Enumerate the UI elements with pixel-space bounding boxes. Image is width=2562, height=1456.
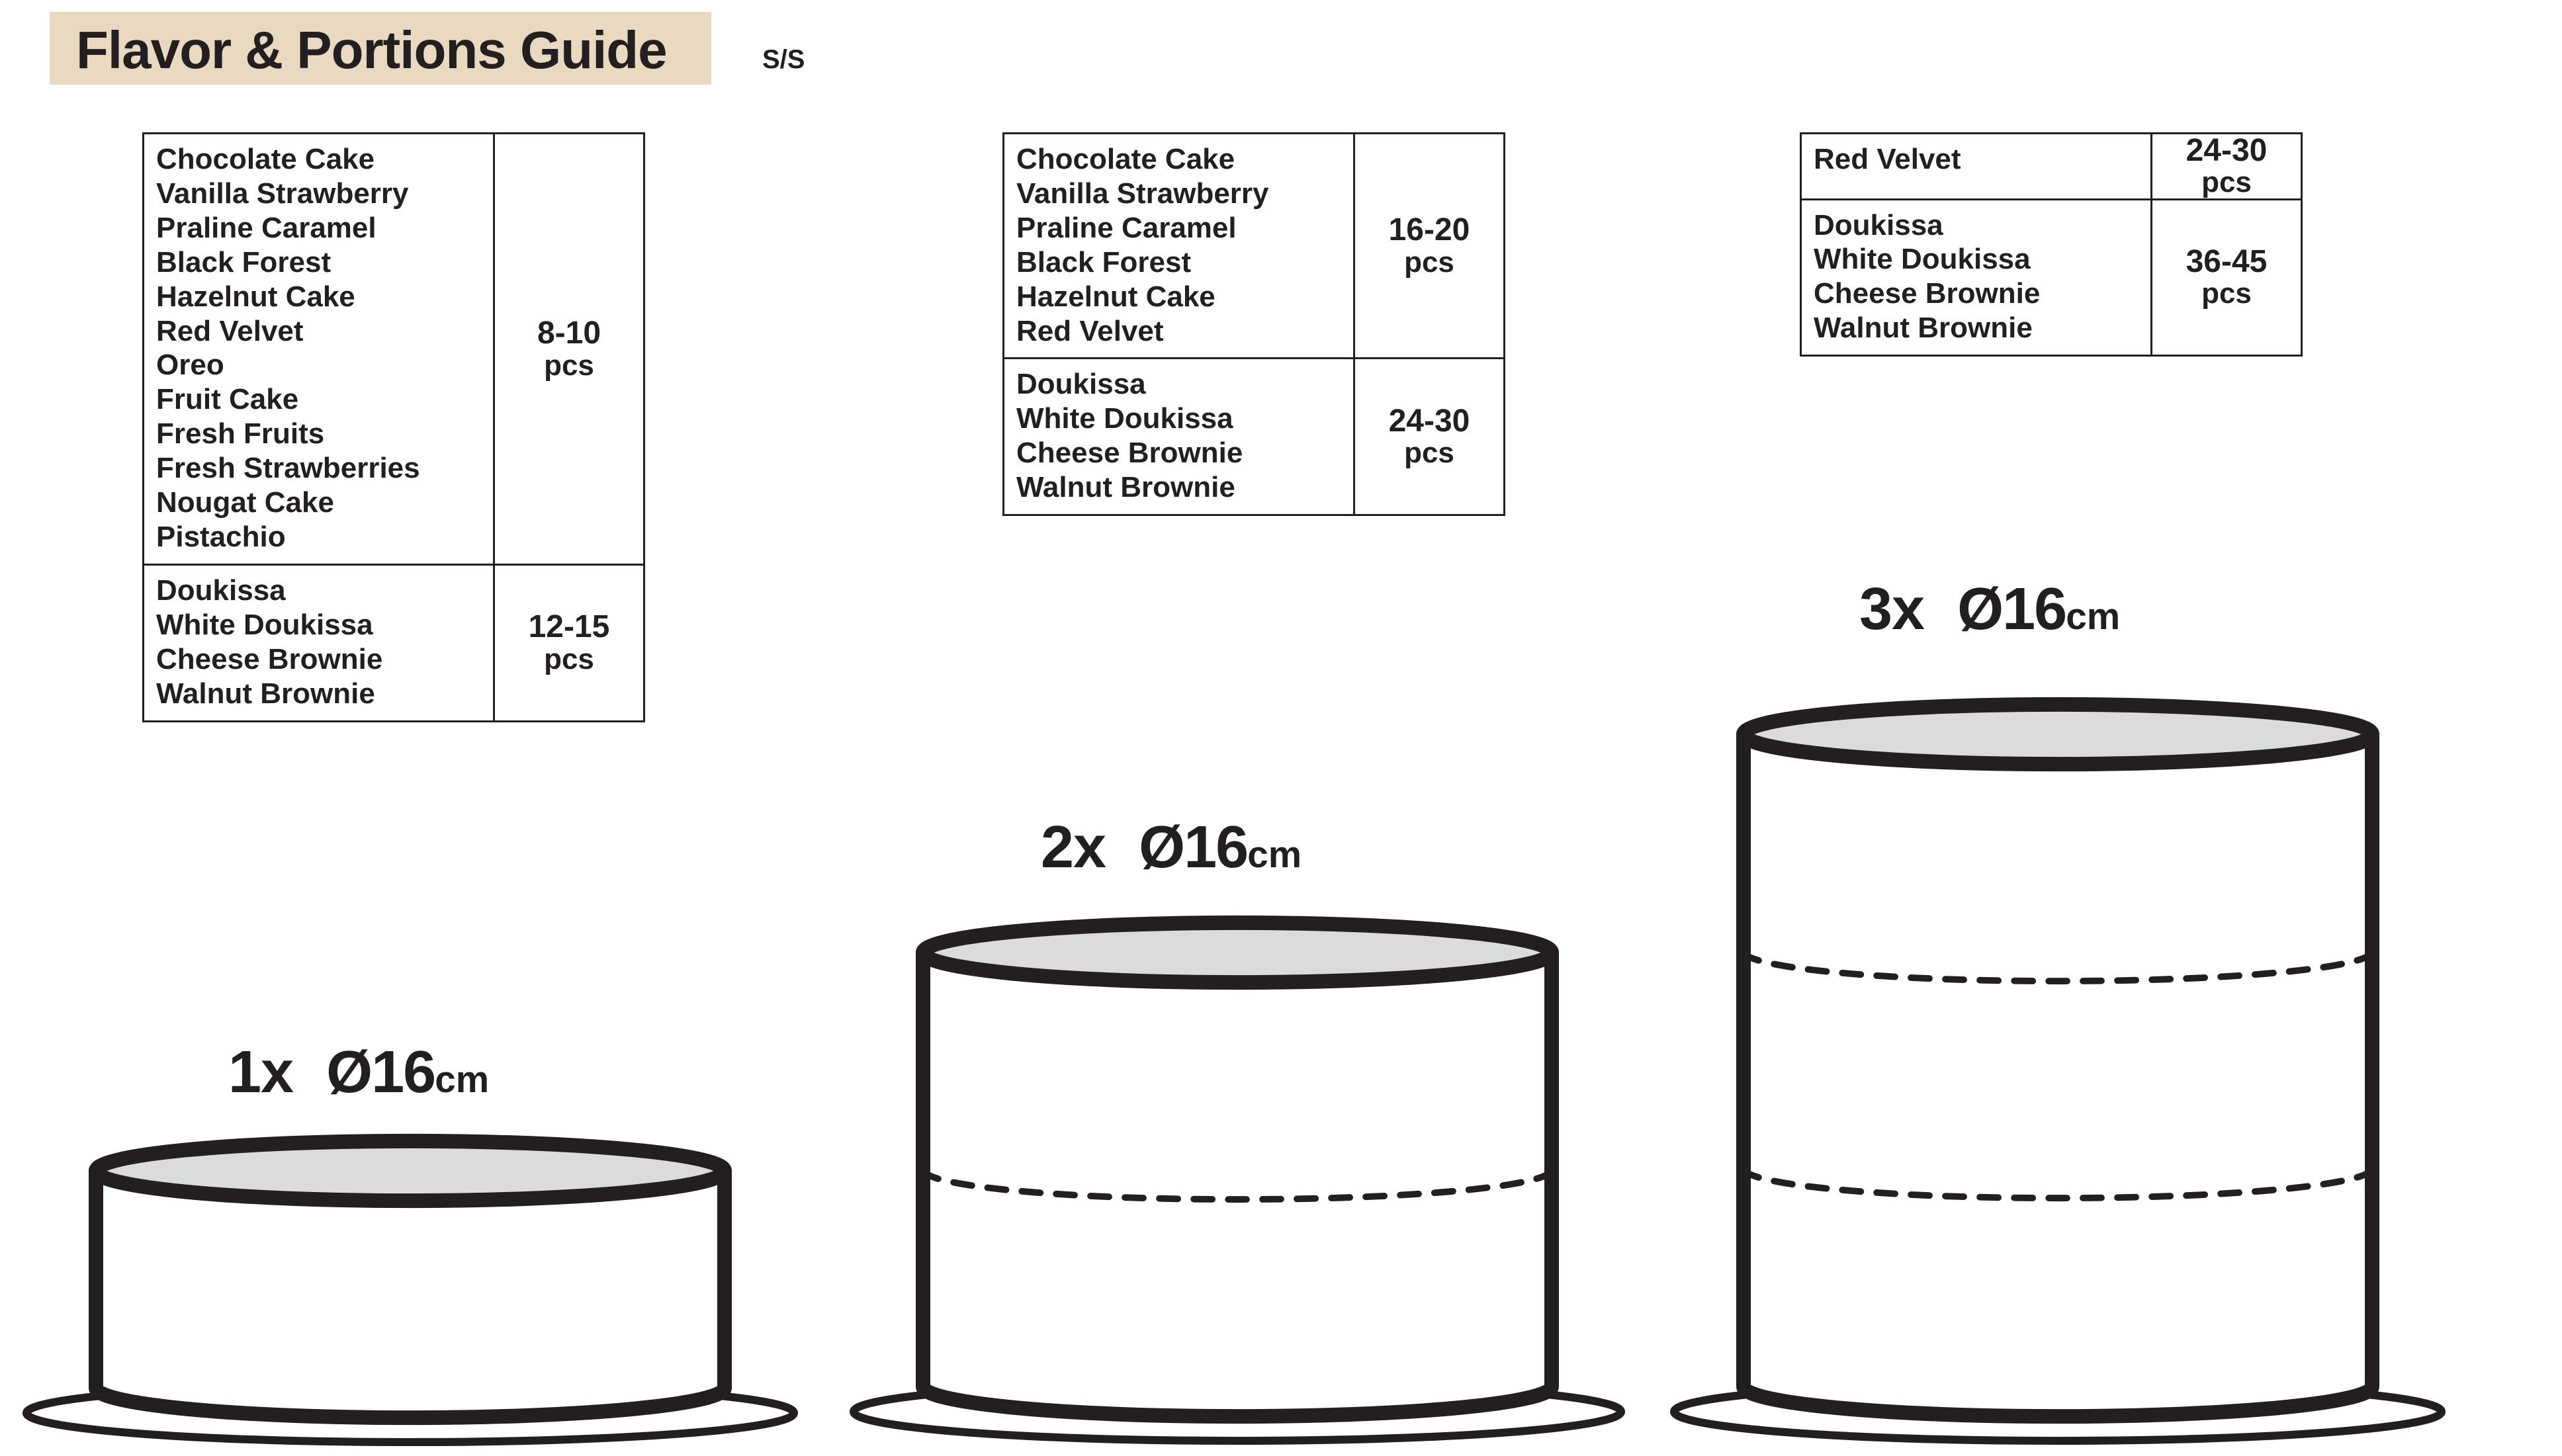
portion-range: 8-10: [537, 317, 601, 350]
portion-unit: pcs: [1404, 247, 1454, 278]
table-row: Doukissa White Doukissa Cheese Brownie W…: [1802, 198, 2301, 355]
portion-unit: pcs: [544, 351, 594, 381]
multiplier: 3x: [1859, 576, 1924, 642]
portion-count: 24-30pcs: [1355, 359, 1503, 514]
cake-body: [923, 953, 1552, 1416]
size-label-3x: 3x Ø16cm: [1859, 576, 2120, 644]
cake-top: [96, 1141, 725, 1201]
table-row: Red Velvet24-30pcs: [1802, 134, 2301, 198]
cake-1x: [20, 1125, 801, 1455]
table-row: Chocolate Cake Vanilla Strawberry Pralin…: [1004, 134, 1503, 357]
flavor-list: Red Velvet: [1802, 134, 2152, 198]
portion-unit: pcs: [1404, 438, 1454, 468]
table-row: Chocolate Cake Vanilla Strawberry Pralin…: [144, 134, 643, 564]
cake-top: [1744, 705, 2372, 764]
cake-2x: [847, 906, 1628, 1455]
diameter: Ø16: [1139, 814, 1247, 880]
flavor-table-3x: Red Velvet24-30pcsDoukissa White Doukiss…: [1800, 132, 2303, 357]
portion-count: 16-20pcs: [1355, 134, 1503, 357]
flavor-table-2x: Chocolate Cake Vanilla Strawberry Pralin…: [1002, 132, 1505, 516]
portion-count: 24-30pcs: [2152, 134, 2301, 198]
portion-range: 36-45: [2186, 245, 2268, 278]
page-subtitle: S/S: [762, 45, 805, 75]
flavor-list: Chocolate Cake Vanilla Strawberry Pralin…: [1004, 134, 1355, 357]
table-row: Doukissa White Doukissa Cheese Brownie W…: [1004, 357, 1503, 514]
table-row: Doukissa White Doukissa Cheese Brownie W…: [144, 564, 643, 720]
flavor-table-1x: Chocolate Cake Vanilla Strawberry Pralin…: [142, 132, 645, 722]
portion-range: 16-20: [1389, 214, 1470, 247]
portion-range: 12-15: [529, 611, 610, 644]
portion-unit: pcs: [2201, 167, 2252, 198]
diameter-unit: cm: [1247, 834, 1302, 876]
size-label-1x: 1x Ø16cm: [228, 1039, 489, 1107]
cake-top: [923, 923, 1552, 982]
diameter-unit: cm: [435, 1059, 489, 1101]
cake-3x: [1667, 688, 2448, 1455]
multiplier: 1x: [228, 1039, 293, 1105]
flavor-list: Doukissa White Doukissa Cheese Brownie W…: [1802, 200, 2152, 355]
multiplier: 2x: [1041, 814, 1106, 880]
portion-range: 24-30: [1389, 405, 1470, 438]
diameter: Ø16: [1957, 576, 2066, 642]
diameter-unit: cm: [2066, 596, 2120, 638]
portion-count: 36-45pcs: [2152, 200, 2301, 355]
flavor-list: Doukissa White Doukissa Cheese Brownie W…: [144, 566, 495, 720]
diameter: Ø16: [326, 1039, 435, 1105]
portion-unit: pcs: [2201, 278, 2252, 309]
portion-unit: pcs: [544, 644, 594, 675]
portion-range: 24-30: [2186, 134, 2268, 167]
portion-count: 12-15pcs: [495, 566, 643, 720]
flavor-list: Chocolate Cake Vanilla Strawberry Pralin…: [144, 134, 495, 564]
page-title: Flavor & Portions Guide: [76, 20, 667, 81]
cake-body: [1744, 734, 2372, 1416]
portion-count: 8-10pcs: [495, 134, 643, 564]
flavor-list: Doukissa White Doukissa Cheese Brownie W…: [1004, 359, 1355, 514]
size-label-2x: 2x Ø16cm: [1041, 814, 1302, 882]
